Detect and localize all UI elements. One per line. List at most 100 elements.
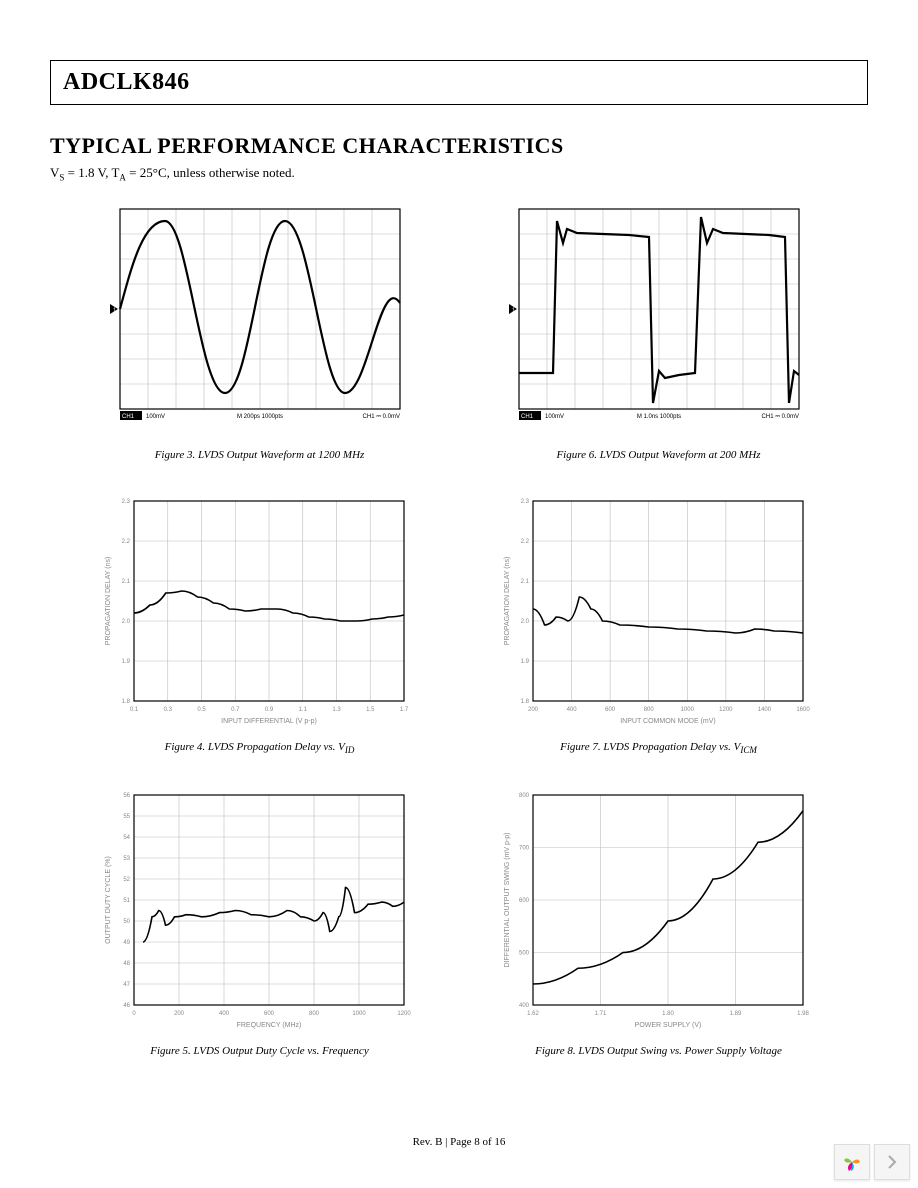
svg-text:2.0: 2.0 (121, 619, 130, 625)
svg-text:1.62: 1.62 (527, 1011, 539, 1017)
cond-suffix: = 25°C, unless otherwise noted. (126, 165, 295, 180)
svg-text:800: 800 (643, 707, 654, 713)
svg-text:1.98: 1.98 (797, 1011, 809, 1017)
svg-text:CH1: CH1 (122, 414, 135, 420)
chart-svg-fig7: 1.8 1.9 2.0 2.1 2.2 2.3 200 400 600 800 1000 1200 14… (499, 491, 819, 731)
cond-v: V (50, 165, 59, 180)
svg-text:M 1.0ns 1000pts: M 1.0ns 1000pts (636, 414, 680, 420)
next-arrow-icon[interactable] (874, 1144, 910, 1180)
svg-text:1200: 1200 (397, 1011, 411, 1017)
svg-text:OUTPUT DUTY CYCLE (%): OUTPUT DUTY CYCLE (%) (105, 856, 112, 944)
svg-text:46: 46 (123, 1003, 130, 1009)
logo-icon[interactable] (834, 1144, 870, 1180)
svg-text:56: 56 (123, 793, 130, 799)
charts-grid: 1CH1100mVM 200ps 1000ptsCH1 ⎓ 0.0mV Figu… (50, 203, 868, 1057)
petal-logo-svg (840, 1150, 864, 1174)
svg-text:1.9: 1.9 (520, 659, 529, 665)
svg-text:400: 400 (566, 707, 577, 713)
svg-text:0.3: 0.3 (163, 707, 172, 713)
svg-text:PROPAGATION DELAY (ns): PROPAGATION DELAY (ns) (504, 556, 511, 645)
svg-text:2.1: 2.1 (520, 579, 529, 585)
caption-fig3: Figure 3. LVDS Output Waveform at 1200 M… (155, 449, 365, 461)
svg-text:0.1: 0.1 (129, 707, 138, 713)
svg-text:1.71: 1.71 (594, 1011, 606, 1017)
part-number: ADCLK846 (63, 69, 855, 96)
caption-fig7-sub: ICM (740, 745, 757, 755)
svg-text:800: 800 (308, 1011, 319, 1017)
svg-text:1400: 1400 (757, 707, 771, 713)
chart-fig6: 1CH1100mVM 1.0ns 1000ptsCH1 ⎓ 0.0mV Figu… (484, 203, 833, 461)
svg-text:CH1: CH1 (521, 414, 534, 420)
chart-fig5: 4647484950515253545556020040060080010001… (85, 785, 434, 1057)
chart-fig7: 1.8 1.9 2.0 2.1 2.2 2.3 200 400 600 800 1000 1200 14… (484, 491, 833, 755)
svg-text:1.89: 1.89 (729, 1011, 741, 1017)
svg-text:M 200ps 1000pts: M 200ps 1000pts (236, 414, 282, 420)
svg-text:0.7: 0.7 (231, 707, 240, 713)
svg-text:600: 600 (263, 1011, 274, 1017)
svg-text:2.0: 2.0 (520, 619, 529, 625)
svg-text:2.3: 2.3 (121, 499, 130, 505)
svg-text:1.80: 1.80 (662, 1011, 674, 1017)
svg-text:1.8: 1.8 (520, 699, 529, 705)
svg-text:200: 200 (173, 1011, 184, 1017)
svg-text:INPUT DIFFERENTIAL (V p-p): INPUT DIFFERENTIAL (V p-p) (221, 718, 317, 725)
chart-fig4: 1.81.92.02.12.22.30.10.30.50.70.91.11.31… (85, 491, 434, 755)
svg-text:POWER SUPPLY (V): POWER SUPPLY (V) (634, 1022, 701, 1029)
svg-text:2.1: 2.1 (121, 579, 130, 585)
svg-text:1000: 1000 (680, 707, 694, 713)
svg-text:DIFFERENTIAL OUTPUT SWING (mV: DIFFERENTIAL OUTPUT SWING (mV p-p) (504, 832, 511, 967)
svg-text:2.2: 2.2 (121, 539, 130, 545)
chart-svg-fig3: 1CH1100mVM 200ps 1000ptsCH1 ⎓ 0.0mV (110, 203, 410, 439)
svg-text:FREQUENCY (MHz): FREQUENCY (MHz) (236, 1022, 301, 1029)
svg-text:CH1 ⎓ 0.0mV: CH1 ⎓ 0.0mV (362, 414, 399, 420)
svg-text:500: 500 (518, 950, 529, 956)
svg-text:53: 53 (123, 856, 130, 862)
chart-svg-fig6: 1CH1100mVM 1.0ns 1000ptsCH1 ⎓ 0.0mV (509, 203, 809, 439)
chart-svg-fig4: 1.81.92.02.12.22.30.10.30.50.70.91.11.31… (100, 491, 420, 731)
caption-fig4: Figure 4. LVDS Propagation Delay vs. VID (165, 741, 355, 755)
svg-text:800: 800 (518, 793, 529, 799)
svg-text:1.5: 1.5 (366, 707, 375, 713)
svg-text:55: 55 (123, 814, 130, 820)
svg-text:INPUT COMMON MODE (mV): INPUT COMMON MODE (mV) (620, 718, 716, 725)
svg-text:200: 200 (527, 707, 538, 713)
svg-text:CH1 ⎓ 0.0mV: CH1 ⎓ 0.0mV (761, 414, 798, 420)
svg-text:1.8: 1.8 (121, 699, 130, 705)
svg-text:49: 49 (123, 940, 130, 946)
svg-text:700: 700 (518, 845, 529, 851)
cond-mid: = 1.8 V, T (64, 165, 119, 180)
svg-text:47: 47 (123, 982, 130, 988)
svg-text:54: 54 (123, 835, 130, 841)
svg-text:400: 400 (518, 1003, 529, 1009)
svg-text:2.3: 2.3 (520, 499, 529, 505)
svg-text:0: 0 (132, 1011, 136, 1017)
svg-text:2.2: 2.2 (520, 539, 529, 545)
corner-widget[interactable] (834, 1144, 910, 1180)
svg-text:1200: 1200 (719, 707, 733, 713)
section-title: TYPICAL PERFORMANCE CHARACTERISTICS (50, 133, 868, 159)
svg-text:1600: 1600 (796, 707, 810, 713)
svg-text:1.7: 1.7 (399, 707, 408, 713)
chevron-right-svg (884, 1154, 900, 1170)
svg-text:1000: 1000 (352, 1011, 366, 1017)
svg-text:1.3: 1.3 (332, 707, 341, 713)
caption-fig4-sub: ID (345, 745, 355, 755)
svg-text:1.1: 1.1 (298, 707, 307, 713)
caption-fig5: Figure 5. LVDS Output Duty Cycle vs. Fre… (150, 1045, 368, 1057)
svg-text:400: 400 (218, 1011, 229, 1017)
svg-text:100mV: 100mV (146, 414, 165, 420)
svg-text:0.9: 0.9 (264, 707, 273, 713)
svg-text:51: 51 (123, 898, 130, 904)
svg-text:48: 48 (123, 961, 130, 967)
chart-fig8: 400 500 600 700 800 1.62 1.71 1.80 1.89 1.98 POWER… (484, 785, 833, 1057)
header-box: ADCLK846 (50, 60, 868, 105)
svg-text:600: 600 (605, 707, 616, 713)
caption-fig7: Figure 7. LVDS Propagation Delay vs. VIC… (560, 741, 757, 755)
caption-fig7-main: Figure 7. LVDS Propagation Delay vs. V (560, 741, 740, 753)
svg-text:1.9: 1.9 (121, 659, 130, 665)
svg-text:50: 50 (123, 919, 130, 925)
svg-text:100mV: 100mV (545, 414, 564, 420)
svg-text:600: 600 (518, 898, 529, 904)
svg-text:PROPAGATION DELAY (ns): PROPAGATION DELAY (ns) (105, 556, 112, 645)
chart-svg-fig5: 4647484950515253545556020040060080010001… (100, 785, 420, 1035)
